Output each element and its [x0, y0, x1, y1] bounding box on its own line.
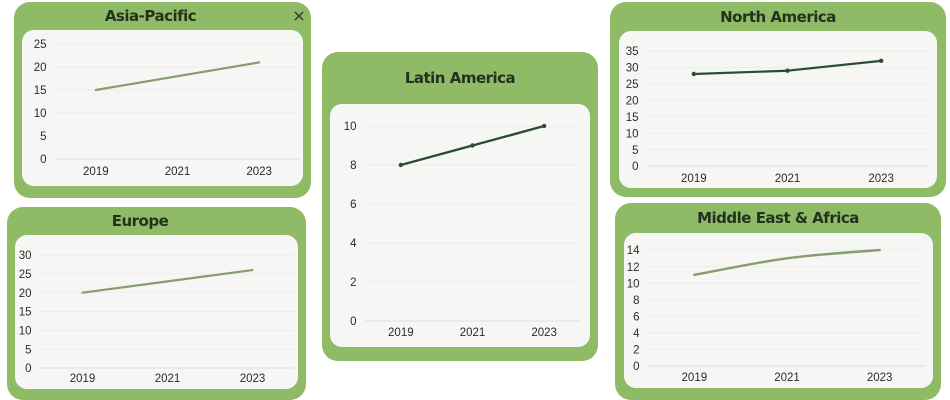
chart-card-north-america: North America 0 5 10 15 20 25 30 35 2019 2021 2023 [610, 2, 946, 197]
svg-text:5: 5 [632, 145, 638, 157]
svg-text:2023: 2023 [868, 173, 894, 185]
chart-panel: 0 5 10 15 20 25 30 35 2019 2021 2023 [619, 31, 937, 188]
card-header: Latin America [322, 52, 598, 104]
chart-card-europe: Europe 0 5 10 15 20 25 30 2019 2021 2023 [7, 207, 306, 400]
chart-panel: 0 5 10 15 20 25 2019 2021 2023 [22, 30, 303, 186]
svg-text:6: 6 [633, 311, 639, 323]
svg-text:2023: 2023 [531, 327, 557, 339]
svg-text:14: 14 [627, 245, 640, 257]
svg-text:2023: 2023 [246, 166, 272, 178]
chart-card-latin-america: Latin America 0 2 4 6 8 10 2019 2021 2023 [322, 52, 598, 361]
svg-text:30: 30 [19, 250, 32, 262]
svg-text:2021: 2021 [775, 173, 801, 185]
card-header: Europe [7, 207, 306, 235]
chart-panel: 0 2 4 6 8 10 2019 2021 2023 [330, 104, 590, 347]
svg-text:20: 20 [626, 95, 639, 107]
svg-text:25: 25 [626, 79, 639, 91]
svg-text:20: 20 [34, 62, 47, 74]
svg-text:0: 0 [25, 363, 31, 375]
line-chart-middle-east-africa: 0 2 4 6 8 10 12 14 2019 2021 2023 [627, 245, 926, 384]
card-title-latin-america: Latin America [404, 69, 516, 87]
svg-text:25: 25 [19, 269, 32, 281]
svg-text:0: 0 [633, 361, 639, 373]
svg-text:10: 10 [19, 326, 32, 338]
chart-card-asia-pacific: Asia-Pacific 0 5 10 15 20 25 2019 2021 2023 [14, 2, 311, 198]
svg-text:2: 2 [633, 345, 639, 357]
svg-text:5: 5 [25, 344, 31, 356]
svg-text:10: 10 [627, 278, 640, 290]
svg-text:8: 8 [633, 295, 639, 307]
line-chart-europe: 0 5 10 15 20 25 30 2019 2021 2023 [19, 250, 295, 385]
card-header: North America [610, 2, 946, 31]
svg-text:15: 15 [19, 307, 32, 319]
svg-text:4: 4 [350, 238, 357, 250]
svg-text:5: 5 [40, 131, 46, 143]
card-title-middle-east-africa: Middle East & Africa [697, 209, 859, 227]
svg-text:2021: 2021 [774, 372, 800, 384]
svg-text:12: 12 [627, 262, 640, 274]
svg-text:2021: 2021 [165, 166, 191, 178]
line-chart-asia-pacific: 0 5 10 15 20 25 2019 2021 2023 [34, 39, 300, 178]
svg-text:15: 15 [626, 112, 639, 124]
svg-text:0: 0 [350, 316, 356, 328]
svg-text:20: 20 [19, 288, 32, 300]
svg-text:10: 10 [344, 121, 357, 133]
card-header: Middle East & Africa [615, 203, 941, 233]
line-chart-north-america: 0 5 10 15 20 25 30 35 2019 2021 2023 [626, 46, 928, 185]
svg-text:2: 2 [350, 277, 356, 289]
svg-text:2019: 2019 [70, 373, 96, 385]
card-title-north-america: North America [720, 7, 836, 26]
svg-text:0: 0 [40, 154, 46, 166]
card-title-asia-pacific: Asia-Pacific [104, 7, 197, 25]
svg-text:25: 25 [34, 39, 47, 51]
svg-text:0: 0 [632, 161, 638, 173]
svg-text:10: 10 [626, 128, 639, 140]
svg-text:2019: 2019 [682, 372, 708, 384]
svg-text:30: 30 [626, 63, 639, 75]
card-title-europe: Europe [111, 212, 169, 230]
svg-text:2021: 2021 [155, 373, 181, 385]
svg-text:4: 4 [633, 328, 640, 340]
close-icon [294, 11, 304, 21]
svg-text:2019: 2019 [83, 166, 109, 178]
svg-text:2019: 2019 [388, 327, 414, 339]
card-header: Asia-Pacific [14, 2, 311, 30]
svg-text:2023: 2023 [867, 372, 893, 384]
svg-text:2021: 2021 [460, 327, 486, 339]
svg-text:2023: 2023 [240, 373, 266, 385]
svg-text:15: 15 [34, 85, 47, 97]
chart-panel: 0 5 10 15 20 25 30 2019 2021 2023 [15, 235, 298, 389]
svg-text:8: 8 [350, 160, 356, 172]
svg-text:6: 6 [350, 199, 356, 211]
svg-text:2019: 2019 [681, 173, 707, 185]
line-chart-latin-america: 0 2 4 6 8 10 2019 2021 2023 [344, 121, 580, 339]
chart-panel: 0 2 4 6 8 10 12 14 2019 2021 2023 [624, 233, 933, 388]
chart-card-middle-east-africa: Middle East & Africa 0 2 4 6 8 10 12 14 2019 2021… [615, 203, 941, 400]
close-button[interactable] [287, 5, 311, 27]
svg-text:35: 35 [626, 46, 639, 58]
svg-text:10: 10 [34, 108, 47, 120]
